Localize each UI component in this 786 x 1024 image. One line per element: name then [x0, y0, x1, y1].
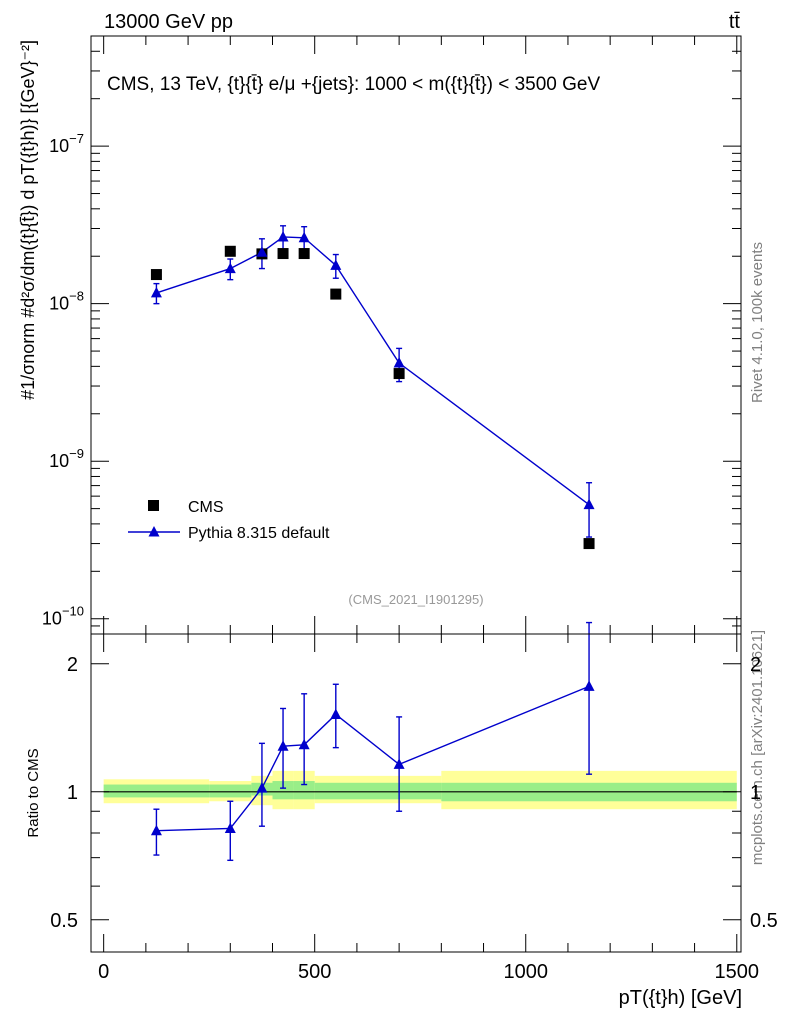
stat-uncertainty-band — [272, 781, 294, 800]
cms-point — [583, 538, 595, 550]
cms-point — [150, 269, 162, 281]
ratio-point — [277, 740, 289, 751]
y-tick-label: 10−8 — [49, 289, 84, 314]
y-tick-label: 10−7 — [49, 131, 84, 156]
ratio-y-tick-label-right: 0.5 — [750, 910, 778, 932]
ratio-point — [150, 824, 162, 836]
x-tick-label: 500 — [298, 961, 331, 983]
stat-uncertainty-band — [209, 784, 252, 798]
x-tick-label: 0 — [98, 961, 109, 983]
ratio-point — [330, 708, 342, 719]
y-tick-label: 10−10 — [42, 604, 84, 629]
main-panel: 10−10 10−9 10−8 10−7 CMS, 13 TeV, {t}{t̄} e… — [18, 35, 742, 635]
ratio-point — [224, 822, 236, 833]
header-left: 13000 GeV pp — [104, 11, 233, 33]
pythia-point — [256, 246, 268, 257]
pythia-point — [150, 286, 162, 298]
pythia-point — [393, 357, 405, 368]
y-tick-label: 10−9 — [49, 446, 84, 471]
ratio-line — [156, 685, 590, 832]
stat-uncertainty-band — [293, 781, 315, 800]
cms-point — [393, 368, 405, 380]
watermark: (CMS_2021_I1901295) — [348, 592, 483, 607]
legend-cms-marker — [148, 500, 159, 511]
ratio-y-tick-label: 2 — [67, 654, 78, 676]
ratio-panel: 0.5 0.5 1 1 2 2 0 500 1000 1500 Ratio to CMS pT({… — [25, 621, 778, 1009]
stat-uncertainty-band — [103, 784, 210, 798]
ratio-point — [393, 758, 405, 769]
pythia-point — [583, 498, 595, 510]
x-tick-label: 1500 — [715, 961, 760, 983]
main-ylabel: #1/σnorm #d²σ/dm({t}{t̄}) d pT({t}h)} [{… — [18, 40, 38, 400]
ratio-point — [256, 782, 268, 793]
cms-point — [330, 288, 342, 300]
ratio-y-tick-label: 0.5 — [50, 910, 78, 932]
ratio-y-tick-label-right: 1 — [750, 782, 761, 804]
header-right: tt̄ — [729, 11, 741, 33]
cms-point — [298, 248, 310, 260]
legend: CMS Pythia 8.315 default — [128, 499, 330, 542]
main-title: CMS, 13 TeV, {t}{t̄} e/μ +{jets}: 1000 <… — [107, 74, 600, 95]
stat-uncertainty-band — [314, 782, 442, 800]
pythia-point — [224, 262, 236, 274]
ratio-ylabel: Ratio to CMS — [25, 748, 42, 837]
ratio-point — [583, 680, 595, 691]
legend-cms-label: CMS — [188, 499, 224, 516]
pythia-line — [156, 236, 590, 506]
xlabel: pT({t}h) [GeV] — [619, 987, 742, 1009]
legend-pythia-marker — [148, 526, 160, 537]
pythia-point — [330, 259, 342, 270]
pythia-point — [277, 230, 289, 242]
ratio-frame — [90, 633, 742, 953]
rivet-label: Rivet 4.1.0, 100k events — [749, 242, 766, 403]
cms-point — [224, 245, 236, 257]
main-frame — [90, 35, 742, 635]
ratio-y-tick-label-right: 2 — [750, 654, 761, 676]
ratio-y-tick-label: 1 — [67, 782, 78, 804]
legend-pythia-label: Pythia 8.315 default — [188, 525, 330, 542]
ratio-point — [298, 738, 310, 750]
x-tick-label: 1000 — [503, 961, 548, 983]
pythia-point — [298, 231, 310, 243]
cms-point — [277, 248, 289, 260]
mcplots-label: mcplots.cern.ch [arXiv:2401.10621] — [749, 630, 766, 865]
